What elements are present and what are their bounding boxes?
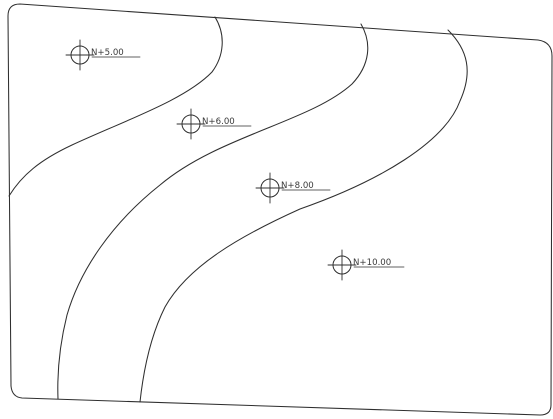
elevation-marker-1: N+5.00 <box>65 39 141 71</box>
contour-line-3 <box>139 29 468 403</box>
elevation-label: N+6.00 <box>202 117 235 127</box>
elevation-marker-4: N+10.00 <box>327 249 405 281</box>
elevation-label: N+8.00 <box>281 181 314 191</box>
site-boundary <box>7 3 553 416</box>
elevation-label: N+5.00 <box>91 48 124 58</box>
contour-line-1 <box>8 16 223 197</box>
elevation-marker-3: N+8.00 <box>255 172 331 204</box>
contour-line-2 <box>57 23 369 400</box>
elevation-marker-2: N+6.00 <box>176 108 252 140</box>
elevation-label: N+10.00 <box>353 258 391 268</box>
